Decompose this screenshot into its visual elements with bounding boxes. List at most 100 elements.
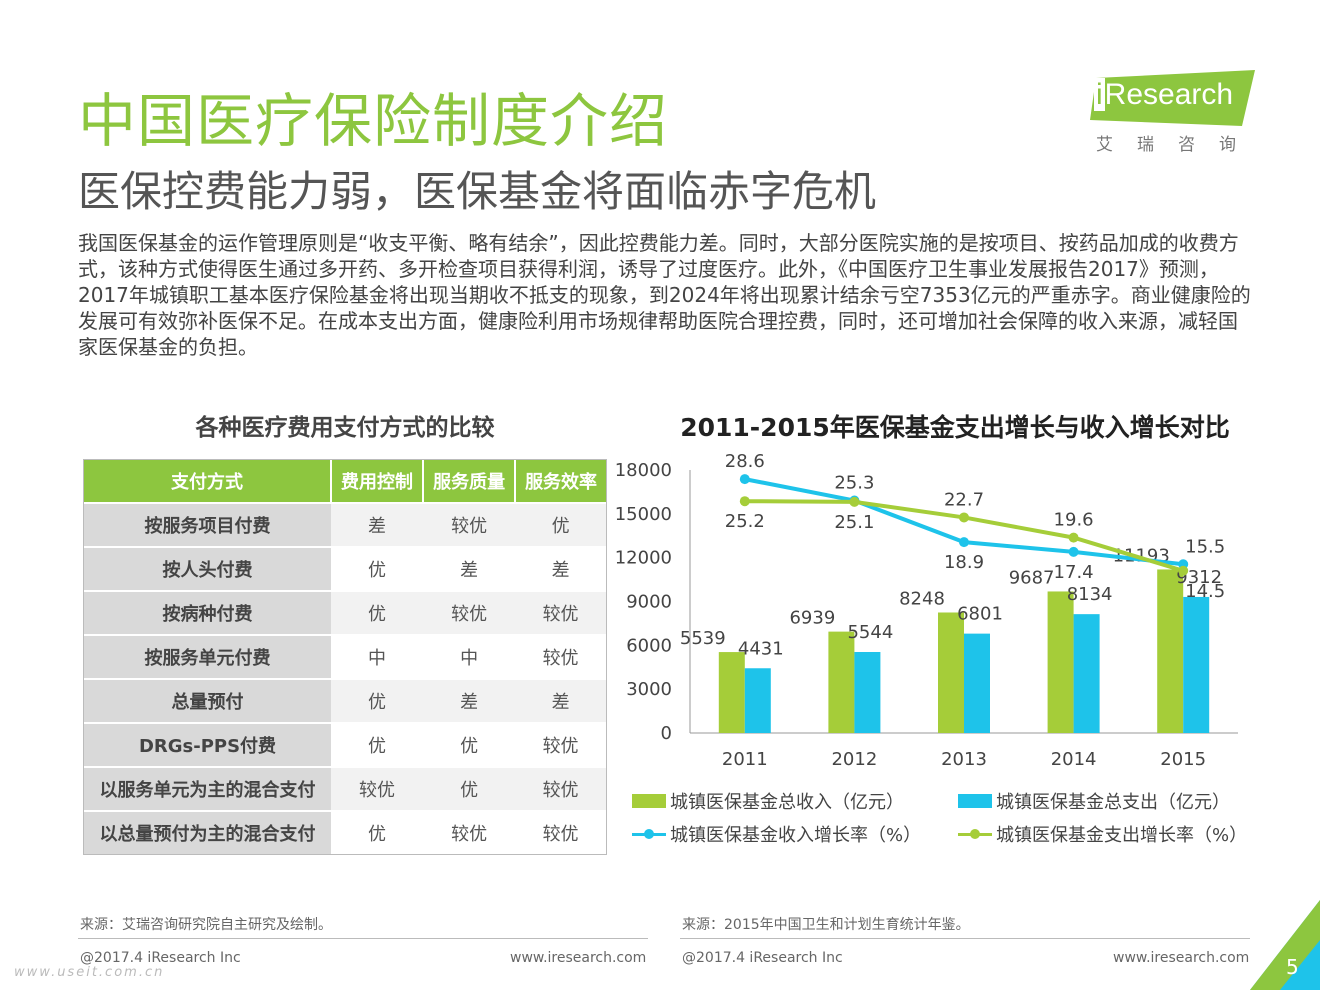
row-label: 按人头付费 [84, 546, 331, 591]
table-header-row: 支付方式 费用控制 服务质量 服务效率 [84, 460, 606, 503]
expense-rate-label: 25.2 [725, 511, 765, 532]
cell-value: 优 [331, 546, 424, 591]
expense-bar [1073, 614, 1100, 733]
page-number: 5 [1286, 955, 1299, 979]
income-bar-label: 5539 [680, 628, 726, 649]
income-rate-point [959, 537, 969, 548]
cell-value: 差 [515, 546, 606, 591]
legend-expense-rate-line: 城镇医保基金支出增长率（%） [958, 821, 1247, 847]
legend-swatch-green [632, 794, 666, 808]
cell-value: 中 [423, 634, 516, 679]
expense-bar [854, 651, 881, 733]
chart-title: 2011-2015年医保基金支出增长与收入增长对比 [680, 413, 1230, 442]
income-rate-label: 17.4 [1054, 562, 1094, 583]
expense-bar [744, 668, 771, 733]
expense-rate-label: 14.5 [1185, 581, 1225, 602]
page-title: 中国医疗保险制度介绍 [78, 87, 669, 155]
watermark-text: www.useit.com.cn [14, 965, 165, 980]
row-label: 总量预付 [84, 678, 331, 723]
expense-rate-label: 25.1 [834, 512, 874, 533]
page-subtitle: 医保控费能力弱，医保基金将面临赤字危机 [78, 167, 877, 216]
cell-value: 差 [423, 546, 516, 591]
cell-value: 较优 [423, 590, 516, 635]
table-row: 以总量预付为主的混合支付 优 较优 较优 [84, 810, 606, 854]
expense-bar-label: 4431 [738, 638, 784, 659]
legend-income-rate-line: 城镇医保基金收入增长率（%） [632, 821, 921, 847]
table-row: 按人头付费 优 差 差 [84, 546, 606, 591]
copyright-left: @2017.4 iResearch Inc [80, 950, 241, 966]
footer-divider-right [680, 938, 1250, 939]
cell-value: 优 [331, 722, 424, 767]
cell-value: 较优 [515, 722, 606, 767]
fund-growth-chart: 0 3000 6000 9000 12000 15000 18000 2011 2012 2013… [615, 451, 1238, 770]
table-title: 各种医疗费用支付方式的比较 [195, 415, 495, 441]
footer-divider-left [78, 938, 648, 939]
income-bar [1157, 569, 1184, 733]
header-cost-control: 费用控制 [331, 460, 425, 503]
legend-income-bar: 城镇医保基金总收入（亿元） [632, 788, 904, 814]
cell-value: 较优 [515, 634, 606, 679]
expense-rate-label: 22.7 [944, 489, 984, 510]
cell-value: 优 [423, 722, 516, 767]
expense-rate-point [739, 496, 750, 507]
expense-bar-label: 8134 [1067, 584, 1113, 605]
row-label: 以总量预付为主的混合支付 [84, 810, 331, 854]
cell-value: 较优 [515, 590, 606, 635]
expense-bar [1183, 596, 1210, 733]
legend-line-green [958, 827, 992, 841]
y-tick-label: 9000 [626, 592, 672, 613]
cell-value: 较优 [331, 766, 424, 811]
cell-value: 较优 [423, 502, 516, 547]
income-rate-point [739, 474, 750, 485]
y-tick-label: 6000 [626, 635, 672, 656]
cell-value: 优 [331, 678, 424, 723]
cell-value: 较优 [515, 810, 606, 854]
cell-value: 优 [423, 766, 516, 811]
row-label: 按服务项目付费 [84, 502, 331, 547]
logo-banner-shape [1090, 70, 1255, 126]
url-left: www.iresearch.com [510, 950, 647, 966]
url-right: www.iresearch.com [1113, 950, 1250, 966]
expense-rate-point [1178, 565, 1189, 576]
cell-value: 差 [331, 502, 424, 547]
expense-rate-label: 19.6 [1054, 510, 1094, 531]
income-bar-label: 6939 [789, 608, 835, 629]
expense-bar-label: 5544 [847, 622, 893, 643]
table-row: 按服务单元付费 中 中 较优 [84, 634, 606, 679]
x-tick-label: 2015 [1160, 749, 1206, 770]
income-rate-label: 28.6 [725, 451, 765, 472]
legend-line-blue [632, 827, 666, 841]
cell-value: 优 [331, 590, 424, 635]
cell-value: 较优 [515, 766, 606, 811]
expense-rate-point [1068, 532, 1079, 543]
income-bar-label: 8248 [899, 588, 945, 609]
income-rate-point [1068, 546, 1079, 557]
income-rate-label: 25.3 [834, 473, 874, 494]
cell-value: 较优 [423, 810, 516, 854]
income-bar [718, 652, 745, 733]
y-tick-label: 3000 [626, 679, 672, 700]
source-right: 来源：2015年中国卫生和计划生育统计年鉴。 [682, 917, 970, 933]
cell-value: 中 [331, 634, 424, 679]
x-tick-label: 2011 [722, 749, 768, 770]
row-label: 以服务单元为主的混合支付 [84, 766, 331, 811]
table-row: 以服务单元为主的混合支付 较优 优 较优 [84, 766, 606, 811]
header-payment-method: 支付方式 [84, 460, 332, 503]
y-tick-label: 18000 [615, 460, 672, 481]
header-service-efficiency: 服务效率 [515, 460, 606, 503]
row-label: DRGs-PPS付费 [84, 722, 331, 767]
cell-value: 优 [515, 502, 606, 547]
table-row: 总量预付 优 差 差 [84, 678, 606, 723]
logo-chinese-name: 艾瑞咨询 [1096, 135, 1260, 155]
header-service-quality: 服务质量 [423, 460, 517, 503]
y-tick-label: 12000 [615, 548, 672, 569]
expense-rate-point [849, 496, 860, 507]
income-bar [938, 612, 964, 733]
expense-bar [964, 633, 990, 733]
income-rate-label: 15.5 [1185, 536, 1225, 557]
income-bar [828, 631, 855, 733]
y-tick-label: 15000 [615, 504, 672, 525]
table-row: 按服务项目付费 差 较优 优 [84, 502, 606, 547]
y-tick-label: 0 [661, 723, 672, 744]
income-bar [1047, 591, 1074, 733]
